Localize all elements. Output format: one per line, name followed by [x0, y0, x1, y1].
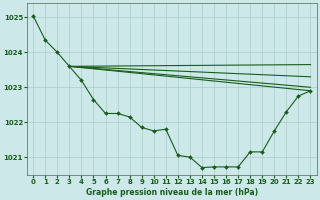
X-axis label: Graphe pression niveau de la mer (hPa): Graphe pression niveau de la mer (hPa) — [86, 188, 258, 197]
